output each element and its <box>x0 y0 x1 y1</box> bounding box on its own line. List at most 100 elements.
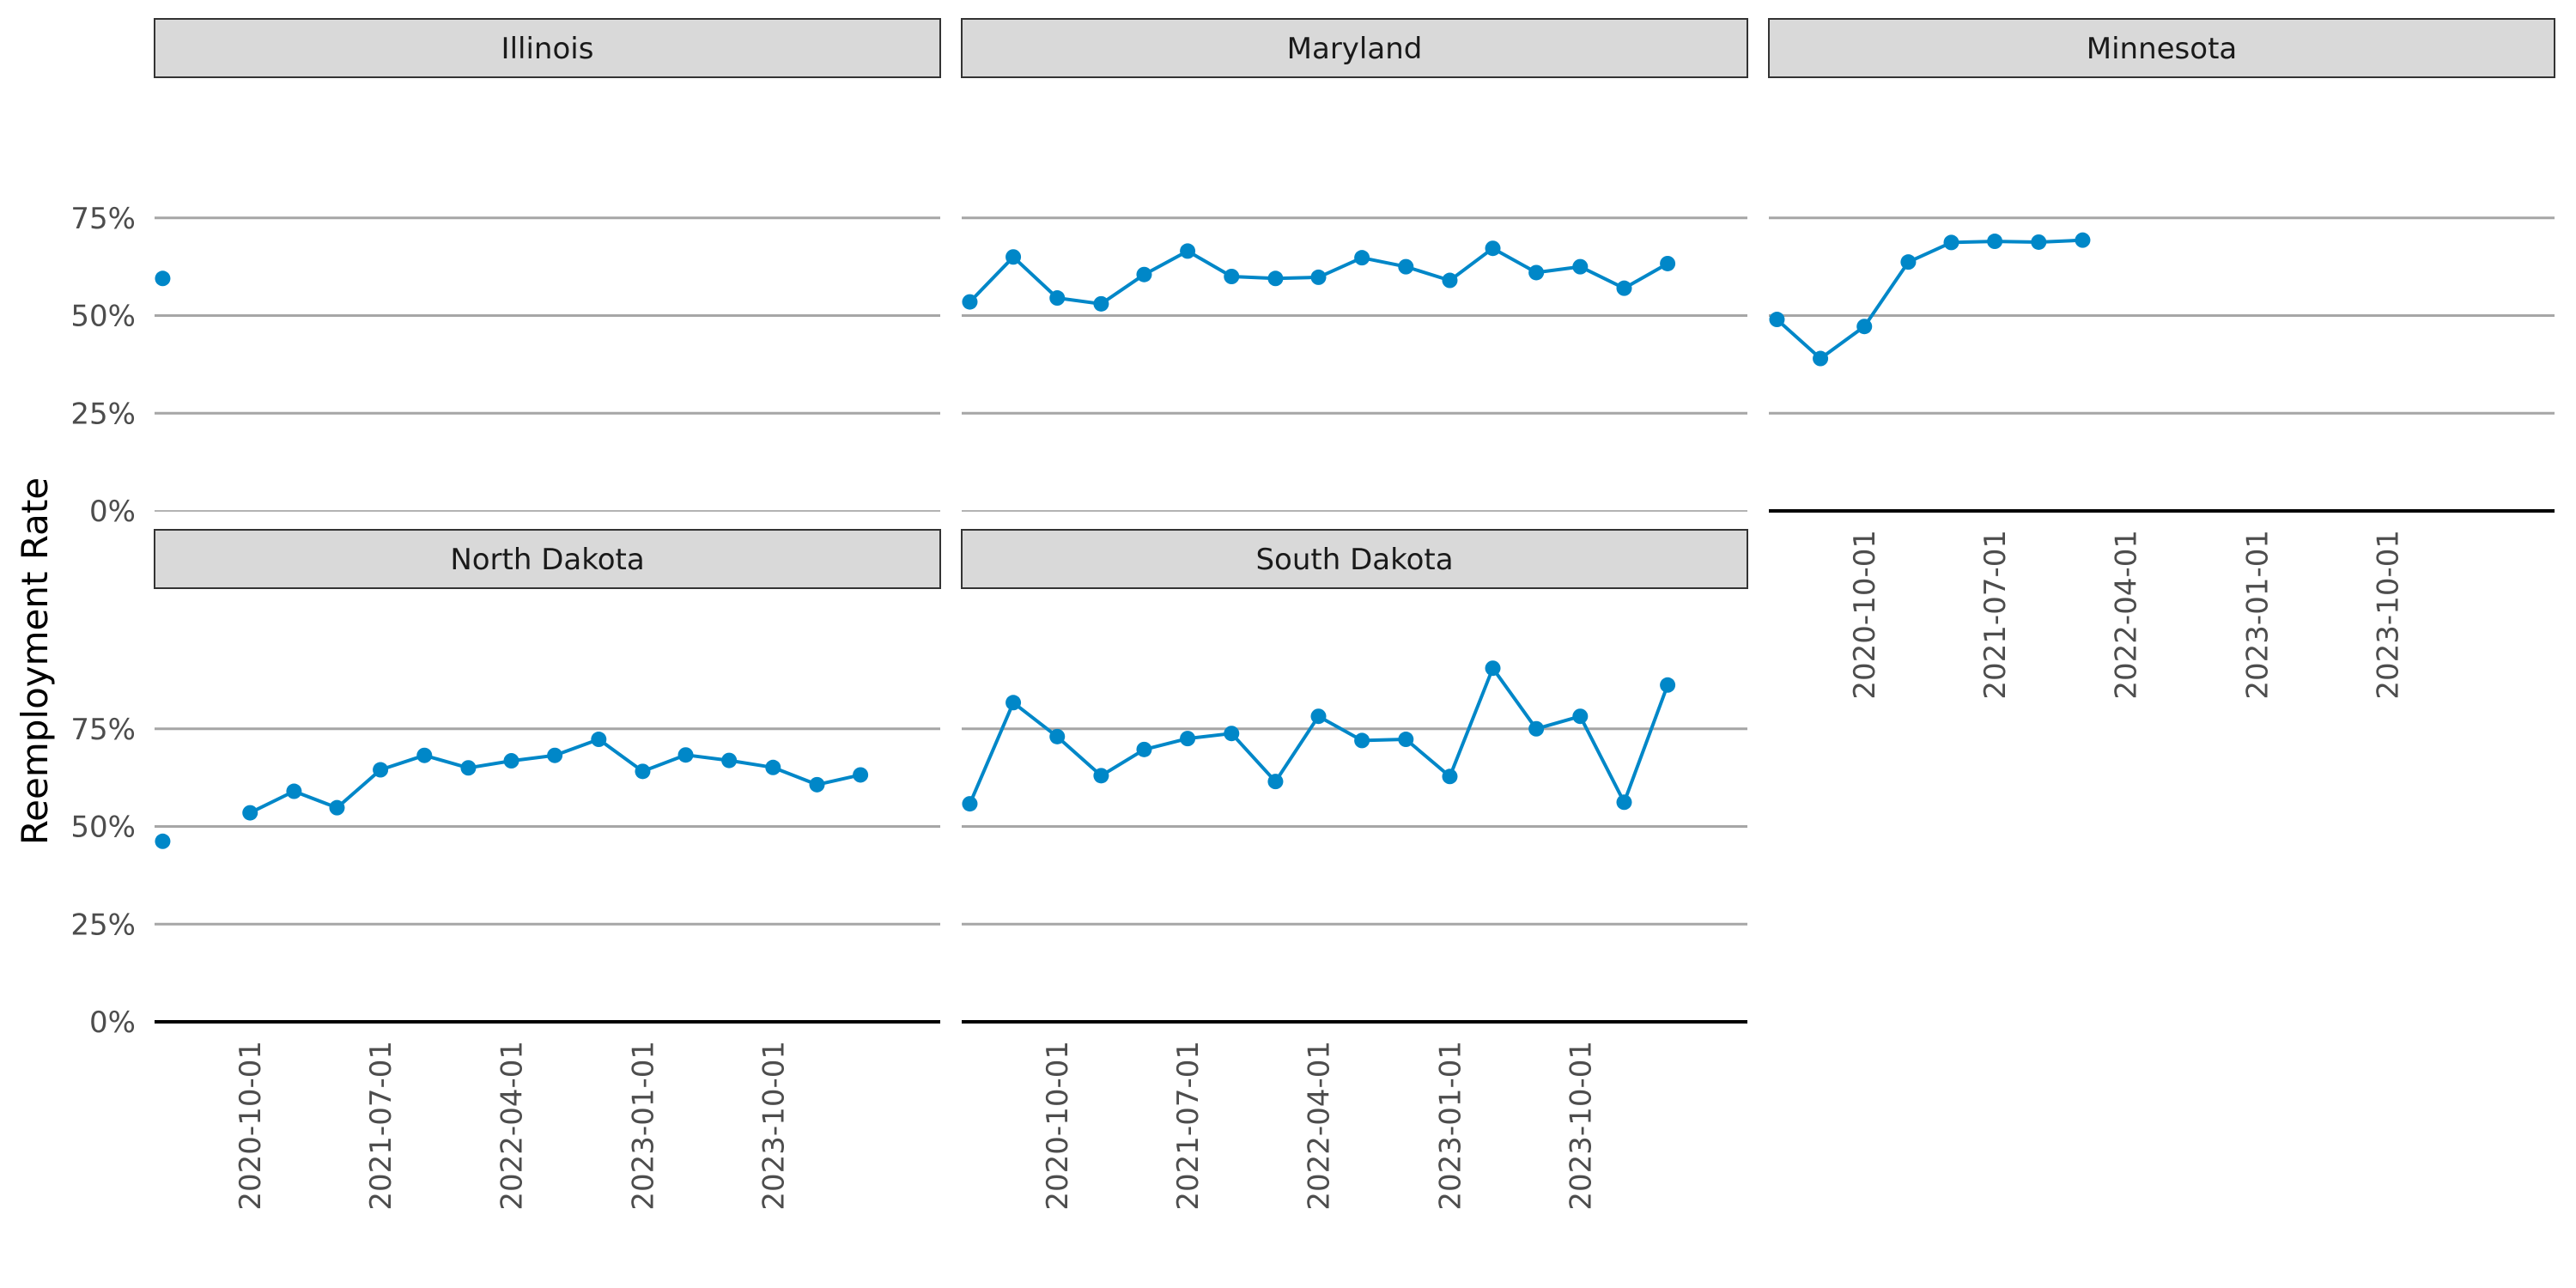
strip-maryland <box>961 18 1748 78</box>
data-point-north-dakota-7 <box>503 753 519 769</box>
data-point-south-dakota-8 <box>1310 708 1327 725</box>
x-tick-label-north-dakota-2: 2022-04-01 <box>495 1041 530 1211</box>
strip-north-dakota <box>154 529 941 589</box>
data-point-south-dakota-15 <box>1616 794 1632 811</box>
x-tick-label-minnesota-1: 2021-07-01 <box>1978 530 2013 700</box>
data-point-south-dakota-12 <box>1485 660 1501 677</box>
data-point-north-dakota-14 <box>809 776 825 793</box>
data-point-north-dakota-13 <box>765 759 781 775</box>
strip-minnesota <box>1768 18 2555 78</box>
panel-south-dakota: South Dakota 2020-10-01 2021-07-01 2022-04-… <box>961 529 1748 1211</box>
x-tick-label-north-dakota-0: 2020-10-01 <box>234 1041 268 1211</box>
y-tick-label-north-dakota-1: 25% <box>70 908 136 942</box>
x-tick-label-south-dakota-3: 2023-01-01 <box>1433 1041 1467 1211</box>
data-point-north-dakota-15 <box>853 767 869 783</box>
panel-minnesota: Minnesota 2020-10-01 2021-07-01 2022-04-01 2… <box>1768 18 2555 700</box>
data-point-north-dakota-2 <box>286 783 302 799</box>
series-line-south-dakota-0 <box>968 666 1669 805</box>
data-point-north-dakota-4 <box>373 762 389 778</box>
data-point-maryland-15 <box>1616 280 1632 296</box>
data-point-maryland-11 <box>1442 272 1458 289</box>
data-point-maryland-16 <box>1660 255 1676 271</box>
data-point-south-dakota-16 <box>1660 677 1676 693</box>
strip-illinois <box>154 18 941 78</box>
strip-label-illinois: Illinois <box>501 32 594 66</box>
data-point-north-dakota-3 <box>329 799 345 816</box>
x-tick-label-north-dakota-3: 2023-01-01 <box>626 1041 660 1211</box>
data-point-maryland-9 <box>1354 250 1370 266</box>
data-point-south-dakota-13 <box>1528 720 1545 737</box>
panel-maryland: Maryland <box>961 18 1748 512</box>
data-point-maryland-10 <box>1398 258 1414 275</box>
x-tick-label-minnesota-3: 2023-01-01 <box>2240 530 2275 700</box>
x-tick-label-south-dakota-1: 2021-07-01 <box>1171 1041 1206 1211</box>
data-point-south-dakota-4 <box>1136 741 1152 757</box>
data-point-north-dakota-8 <box>547 747 563 763</box>
data-point-north-dakota-5 <box>416 747 433 763</box>
strip-label-maryland: Maryland <box>1287 32 1423 66</box>
x-tick-label-south-dakota-2: 2022-04-01 <box>1303 1041 1337 1211</box>
data-point-minnesota-3 <box>1900 254 1917 270</box>
data-point-north-dakota-12 <box>721 752 738 769</box>
data-point-south-dakota-0 <box>962 796 978 812</box>
data-point-minnesota-7 <box>2075 232 2091 248</box>
y-tick-label-north-dakota-0: 0% <box>89 1005 136 1040</box>
data-point-minnesota-4 <box>1943 234 1959 251</box>
x-tick-label-south-dakota-0: 2020-10-01 <box>1041 1041 1075 1211</box>
panel-north-dakota: North Dakota 0% 25% 50% 75% 2020-10-01 2021-07… <box>70 529 941 1211</box>
data-point-south-dakota-11 <box>1442 769 1458 785</box>
y-axis-title: Reemployment Rate <box>14 477 56 845</box>
data-point-south-dakota-10 <box>1398 732 1414 748</box>
data-point-minnesota-0 <box>1769 312 1785 328</box>
y-tick-label-north-dakota-2: 50% <box>70 811 136 845</box>
data-point-maryland-7 <box>1267 270 1284 287</box>
x-tick-label-north-dakota-4: 2023-10-01 <box>756 1041 791 1211</box>
data-point-north-dakota-1 <box>242 805 258 821</box>
strip-label-south-dakota: South Dakota <box>1255 543 1453 577</box>
y-tick-label-illinois-3: 75% <box>70 202 136 236</box>
data-point-illinois-0 <box>155 270 171 287</box>
series-line-minnesota-0 <box>1776 238 2083 361</box>
data-point-south-dakota-1 <box>1005 695 1022 711</box>
data-point-minnesota-6 <box>2031 234 2047 250</box>
data-point-maryland-4 <box>1136 266 1152 283</box>
data-point-maryland-1 <box>1005 249 1022 265</box>
data-point-north-dakota-6 <box>460 760 477 776</box>
data-point-maryland-8 <box>1310 269 1327 285</box>
facet-panels: Illinois 0% 25% 50% 75% Maryland Minnesota 2020… <box>70 18 2555 1211</box>
data-point-minnesota-5 <box>1987 234 2003 250</box>
x-tick-label-north-dakota-1: 2021-07-01 <box>364 1041 398 1211</box>
strip-label-minnesota: Minnesota <box>2087 32 2237 66</box>
data-point-minnesota-1 <box>1813 350 1829 367</box>
data-point-minnesota-2 <box>1856 319 1873 335</box>
data-point-maryland-6 <box>1224 269 1240 284</box>
strip-label-north-dakota: North Dakota <box>450 543 644 577</box>
data-point-maryland-5 <box>1180 243 1196 259</box>
data-point-south-dakota-6 <box>1224 726 1240 742</box>
strip-south-dakota <box>961 529 1748 589</box>
data-point-south-dakota-7 <box>1267 774 1284 790</box>
data-point-maryland-3 <box>1093 295 1109 312</box>
data-point-north-dakota-10 <box>635 763 651 780</box>
data-point-north-dakota-0 <box>155 833 171 849</box>
x-tick-label-south-dakota-4: 2023-10-01 <box>1564 1041 1598 1211</box>
y-tick-label-north-dakota-3: 75% <box>70 713 136 747</box>
x-tick-label-minnesota-4: 2023-10-01 <box>2371 530 2405 700</box>
data-point-maryland-13 <box>1528 264 1545 281</box>
data-point-north-dakota-9 <box>591 732 607 748</box>
data-point-south-dakota-2 <box>1049 728 1066 744</box>
data-point-maryland-12 <box>1485 240 1501 257</box>
y-tick-label-illinois-0: 0% <box>89 495 136 529</box>
data-point-maryland-2 <box>1049 290 1066 307</box>
data-point-maryland-14 <box>1572 258 1589 275</box>
data-point-south-dakota-3 <box>1093 768 1109 784</box>
data-point-south-dakota-14 <box>1572 708 1589 725</box>
data-point-south-dakota-9 <box>1354 732 1370 749</box>
y-tick-label-illinois-1: 25% <box>70 397 136 431</box>
y-tick-label-illinois-2: 50% <box>70 300 136 334</box>
x-tick-label-minnesota-0: 2020-10-01 <box>1848 530 1882 700</box>
data-point-maryland-0 <box>962 294 978 310</box>
panel-illinois: Illinois 0% 25% 50% 75% <box>70 18 941 529</box>
data-point-south-dakota-5 <box>1180 731 1196 747</box>
